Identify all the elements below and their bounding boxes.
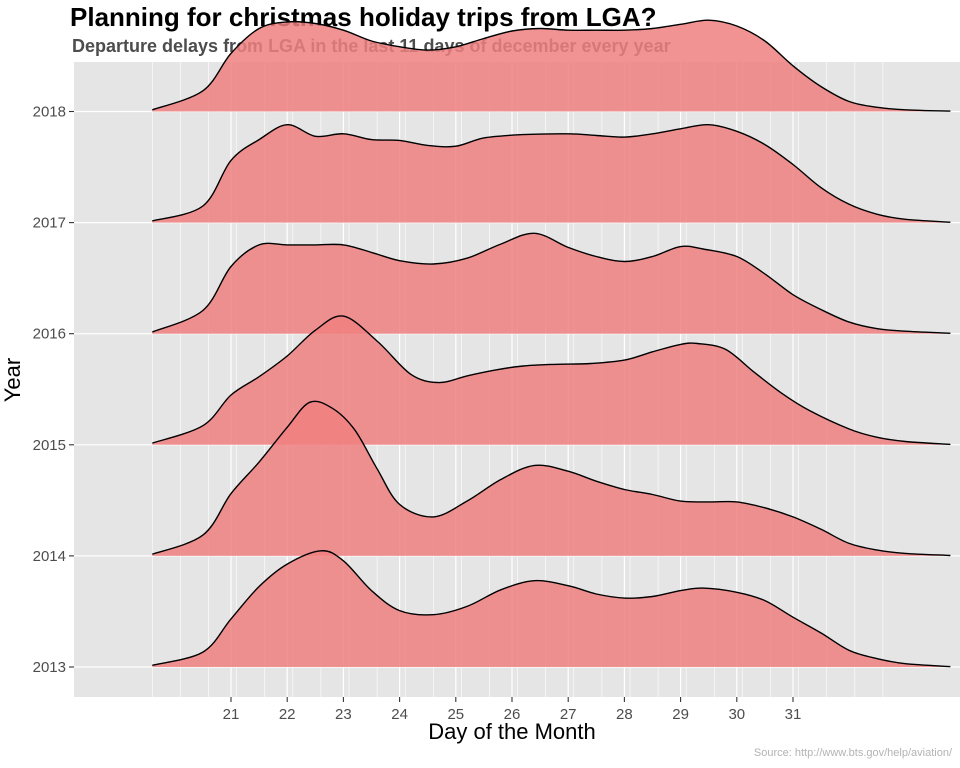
x-tick-label: 21 xyxy=(223,706,240,723)
x-tick-label: 31 xyxy=(785,706,802,723)
source-caption: Source: http://www.bts.gov/help/aviation… xyxy=(753,747,952,759)
chart-title: Planning for christmas holiday trips fro… xyxy=(70,2,657,32)
ridge-line xyxy=(152,232,951,334)
ridge-area xyxy=(152,550,951,667)
x-tick-label: 25 xyxy=(447,706,464,723)
y-tick-label: 2017 xyxy=(33,215,66,232)
y-axis: 2013 2014 2015 2016 2017 2018 xyxy=(33,104,74,676)
ridge-line xyxy=(152,315,951,446)
x-tick-label: 29 xyxy=(672,706,689,723)
ridge-line xyxy=(152,550,951,668)
y-tick-label: 2013 xyxy=(33,659,66,676)
ridge-line xyxy=(152,19,951,112)
ridge-2014 xyxy=(152,400,951,557)
y-tick-label: 2015 xyxy=(33,437,66,454)
x-tick-label: 26 xyxy=(504,706,521,723)
x-tick-label: 30 xyxy=(728,706,745,723)
x-axis-title: Day of the Month xyxy=(428,719,596,744)
x-tick-label: 24 xyxy=(391,706,408,723)
ridge-area xyxy=(152,315,951,445)
x-axis: 21 22 23 24 25 26 27 28 29 30 31 xyxy=(223,697,802,723)
y-tick-label: 2016 xyxy=(33,326,66,343)
x-tick-label: 23 xyxy=(335,706,352,723)
ridge-2016 xyxy=(152,232,951,334)
x-tick-label: 28 xyxy=(616,706,633,723)
ridge-area xyxy=(152,124,951,223)
ridge-2018 xyxy=(152,19,951,112)
y-axis-title: Year xyxy=(0,358,25,402)
ridge-2017 xyxy=(152,123,951,223)
ridge-area xyxy=(152,401,951,556)
y-tick-label: 2014 xyxy=(33,548,66,565)
ridge-line xyxy=(152,123,951,223)
x-tick-label: 27 xyxy=(560,706,577,723)
ridge-area xyxy=(152,233,951,334)
y-tick-label: 2018 xyxy=(33,104,66,121)
ridge-2013 xyxy=(152,550,951,668)
ridge-layer xyxy=(152,19,951,668)
ridge-area xyxy=(152,20,951,112)
x-tick-label: 22 xyxy=(279,706,296,723)
ridge-2015 xyxy=(152,315,951,446)
ridge-line xyxy=(152,400,951,557)
